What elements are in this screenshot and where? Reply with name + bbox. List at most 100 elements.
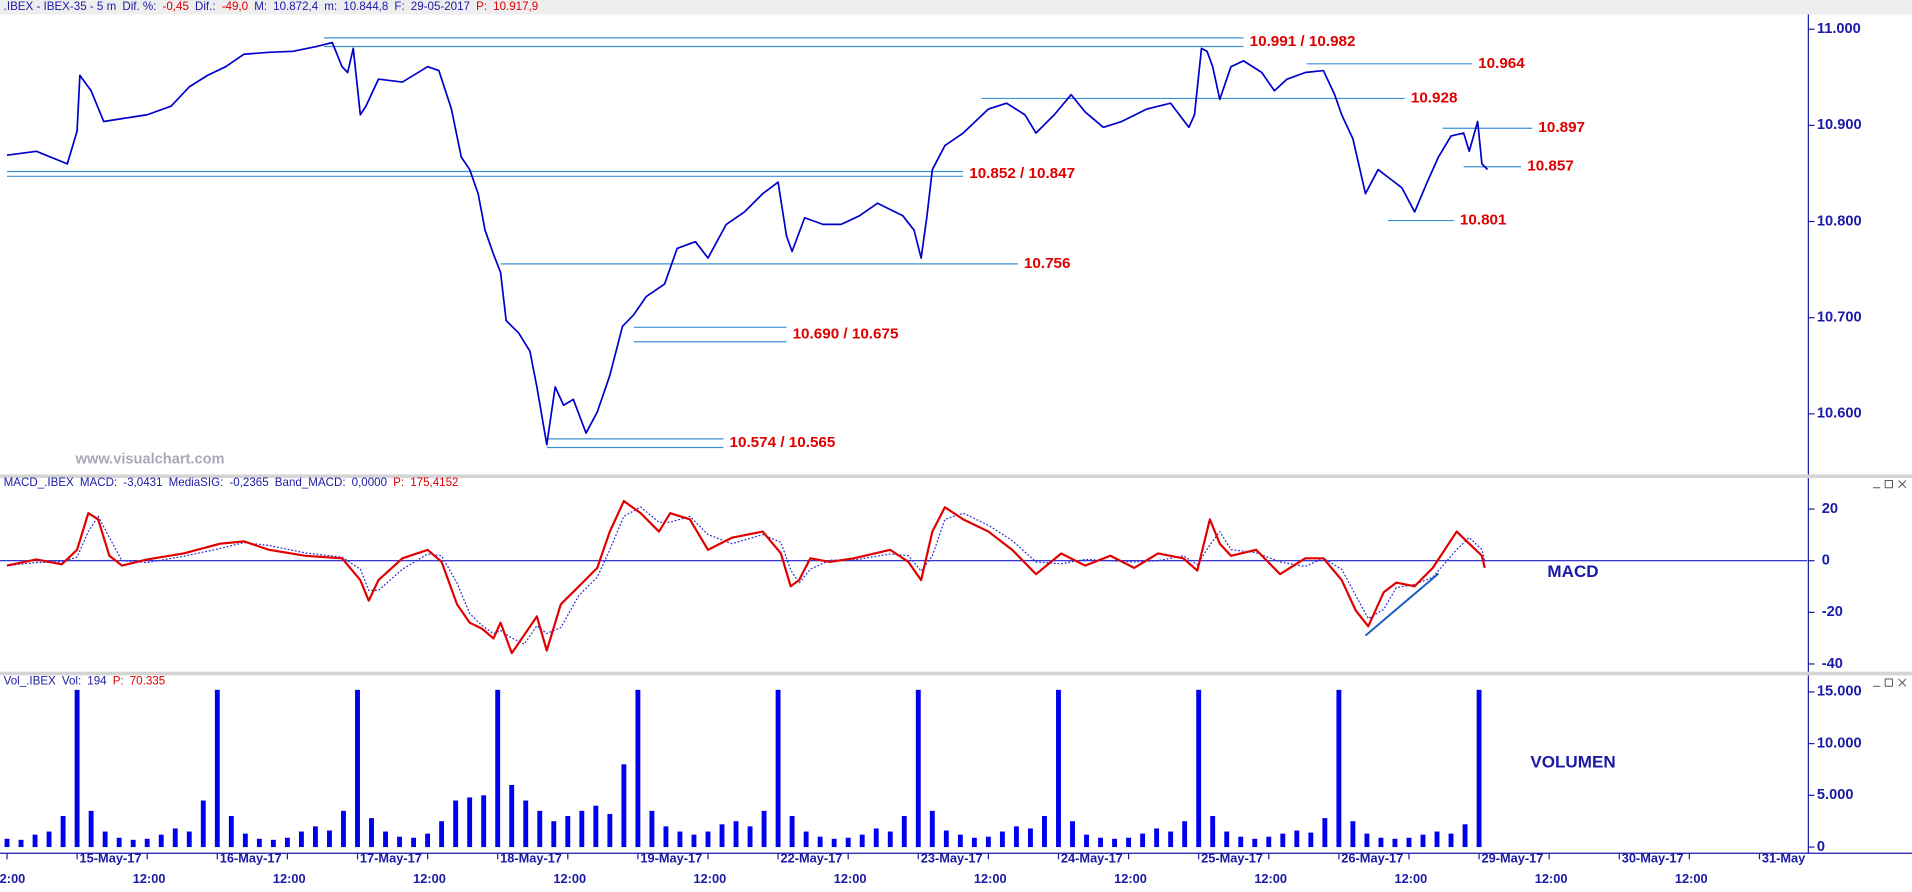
level-label: 10.852 / 10.847 — [969, 165, 1075, 182]
volume-bar — [1182, 821, 1188, 848]
header-item: Dif. %: — [122, 1, 156, 13]
volume-bar — [4, 838, 10, 848]
level-label: 10.964 — [1478, 55, 1525, 72]
x-tick-label: 25-May-17 — [1201, 851, 1263, 866]
volume-bar — [831, 838, 837, 848]
volume-bar — [411, 837, 417, 848]
level-label: 10.756 — [1024, 255, 1071, 272]
volume-bar — [74, 689, 80, 848]
volume-bar — [901, 816, 907, 848]
volume-bar — [887, 831, 893, 848]
volume-bar — [929, 810, 935, 848]
maximize-button[interactable] — [1884, 678, 1893, 687]
volume-bar — [1028, 828, 1033, 848]
volume-bar — [1238, 836, 1244, 848]
header-item: MACD_.IBEX — [4, 477, 74, 489]
volume-bar — [1406, 837, 1412, 848]
volume-bar — [705, 831, 711, 848]
volume-bar — [943, 830, 949, 848]
volume-bar — [1084, 834, 1089, 848]
volume-bar — [1266, 836, 1272, 848]
volume-bar — [341, 810, 346, 848]
header-item: P: — [393, 477, 404, 489]
level-label: 10.991 / 10.982 — [1250, 33, 1356, 50]
x-tick-label: 12:00 — [1395, 871, 1428, 886]
volume-bar — [228, 816, 234, 848]
volume-bar — [1224, 831, 1230, 848]
volume-bar — [635, 689, 641, 848]
header-item: MACD: — [80, 477, 117, 489]
header-item: 70.335 — [130, 675, 165, 687]
x-tick-label: 12:00 — [273, 871, 306, 886]
volume-bar — [915, 689, 921, 848]
close-button[interactable] — [1898, 480, 1907, 489]
volume-bar — [873, 828, 879, 848]
volume-bar — [1168, 831, 1174, 848]
volume-bar — [537, 810, 543, 848]
volume-bar — [1042, 816, 1047, 848]
panel-header: MACD_.IBEX MACD: -3,0431 MediaSIG: -0,2365 Ba… — [4, 477, 459, 489]
level-label: 10.857 — [1527, 158, 1574, 175]
indicator-line — [6, 499, 1486, 655]
volume-bar — [551, 821, 557, 848]
y-tick-label: 15.000 — [1817, 684, 1862, 700]
volume-bar — [971, 837, 977, 848]
y-tick-label: 10.800 — [1817, 213, 1862, 229]
x-tick-label: 24-May-17 — [1061, 851, 1123, 866]
volume-bar — [1280, 833, 1286, 848]
window-buttons[interactable] — [1872, 480, 1907, 687]
volume-bar — [1196, 689, 1202, 848]
volume-bar — [1476, 689, 1482, 848]
volume-bar — [186, 831, 192, 848]
header-item: 10.872,4 — [273, 1, 319, 13]
close-button[interactable] — [1898, 678, 1907, 687]
volume-bar — [579, 810, 585, 848]
price-line — [6, 41, 1489, 446]
level-label: 10.801 — [1460, 212, 1507, 229]
header-item: -0,45 — [163, 1, 189, 13]
x-tick-label: 16-May-17 — [220, 851, 282, 866]
volume-bar — [172, 828, 178, 848]
y-tick-label: 11.000 — [1817, 21, 1861, 37]
volume-bar — [355, 689, 360, 848]
x-tick-label: 26-May-17 — [1341, 851, 1403, 866]
header-item: -49,0 — [222, 1, 248, 13]
volume-bar — [803, 831, 809, 848]
volume-bar — [425, 833, 431, 848]
volume-bar — [313, 826, 318, 848]
header-item: 10.844,8 — [343, 1, 388, 13]
volume-bar — [284, 837, 290, 848]
y-tick-label: 20 — [1822, 501, 1838, 517]
volume-bar — [1434, 831, 1440, 848]
volume-bar — [214, 689, 220, 848]
volume-bar — [1378, 837, 1384, 848]
volume-bar — [397, 836, 402, 848]
header-item: F: — [394, 1, 404, 13]
maximize-button[interactable] — [1884, 480, 1893, 489]
volume-bar — [158, 834, 164, 848]
volume-bar — [1070, 821, 1075, 848]
volume-bar — [18, 839, 24, 848]
x-tick-label: 12:00 — [1675, 871, 1708, 886]
panel-separator — [0, 474, 1912, 479]
x-tick-label: 12:00 — [1535, 871, 1568, 886]
volume-bar — [1392, 838, 1398, 848]
header-item: -3,0431 — [123, 477, 162, 489]
x-tick-label: 23-May-17 — [921, 851, 983, 866]
volume-bar — [775, 689, 781, 848]
x-tick-label: 12:00 — [694, 871, 727, 886]
header-item: .IBEX - IBEX-35 - 5 m — [4, 1, 117, 13]
volume-bar — [761, 810, 767, 848]
volume-bar — [747, 826, 753, 848]
x-tick-label: 2:00 — [0, 871, 25, 886]
level-label: 10.897 — [1538, 119, 1585, 136]
volume-bar — [649, 810, 655, 848]
x-tick-label: 12:00 — [974, 871, 1007, 886]
volume-bar — [439, 821, 445, 848]
volume-bar — [383, 831, 388, 848]
volume-bar — [1056, 689, 1061, 848]
y-tick-label: 0 — [1822, 553, 1830, 569]
x-tick-label: 12:00 — [1114, 871, 1147, 886]
